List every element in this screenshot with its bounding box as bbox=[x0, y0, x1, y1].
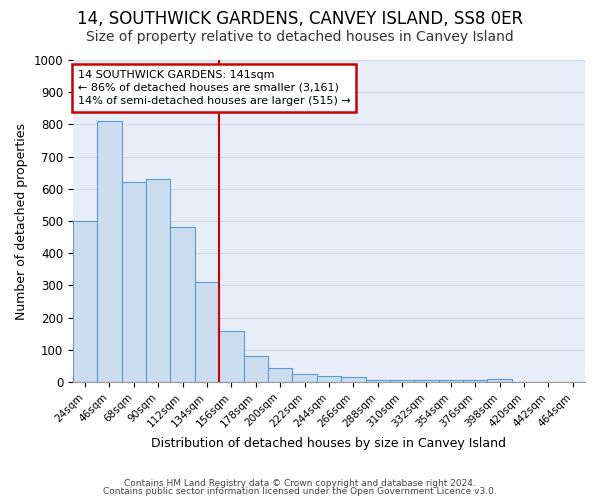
Bar bbox=[195, 282, 219, 382]
Text: 14 SOUTHWICK GARDENS: 141sqm
← 86% of detached houses are smaller (3,161)
14% of: 14 SOUTHWICK GARDENS: 141sqm ← 86% of de… bbox=[78, 70, 351, 106]
Bar bbox=[97, 121, 122, 382]
Bar bbox=[390, 380, 415, 382]
Bar bbox=[146, 179, 170, 382]
Bar bbox=[463, 380, 487, 382]
Bar bbox=[268, 368, 292, 382]
Bar bbox=[170, 228, 195, 382]
Bar bbox=[487, 379, 512, 382]
Bar bbox=[244, 356, 268, 382]
Text: Contains HM Land Registry data © Crown copyright and database right 2024.: Contains HM Land Registry data © Crown c… bbox=[124, 478, 476, 488]
Bar bbox=[73, 221, 97, 382]
Bar bbox=[415, 380, 439, 382]
Bar bbox=[317, 376, 341, 382]
X-axis label: Distribution of detached houses by size in Canvey Island: Distribution of detached houses by size … bbox=[151, 437, 506, 450]
Bar bbox=[219, 330, 244, 382]
Bar bbox=[122, 182, 146, 382]
Bar bbox=[292, 374, 317, 382]
Bar bbox=[365, 380, 390, 382]
Bar bbox=[341, 378, 365, 382]
Text: 14, SOUTHWICK GARDENS, CANVEY ISLAND, SS8 0ER: 14, SOUTHWICK GARDENS, CANVEY ISLAND, SS… bbox=[77, 10, 523, 28]
Bar bbox=[439, 380, 463, 382]
Y-axis label: Number of detached properties: Number of detached properties bbox=[15, 122, 28, 320]
Text: Size of property relative to detached houses in Canvey Island: Size of property relative to detached ho… bbox=[86, 30, 514, 44]
Text: Contains public sector information licensed under the Open Government Licence v3: Contains public sector information licen… bbox=[103, 487, 497, 496]
